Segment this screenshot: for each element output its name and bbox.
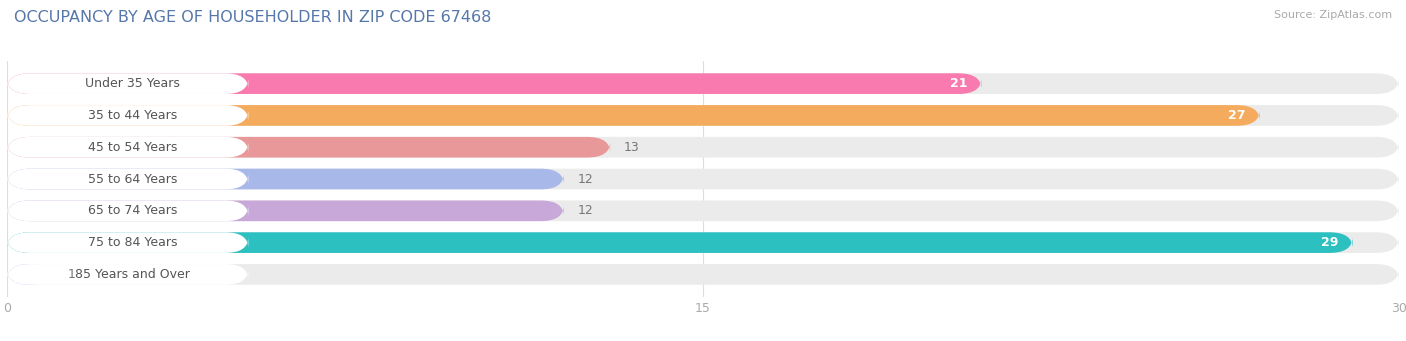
Text: 27: 27 bbox=[1229, 109, 1246, 122]
Text: 21: 21 bbox=[950, 77, 967, 90]
FancyBboxPatch shape bbox=[7, 201, 564, 221]
Text: 85 Years and Over: 85 Years and Over bbox=[75, 268, 190, 281]
FancyBboxPatch shape bbox=[7, 137, 610, 158]
FancyBboxPatch shape bbox=[7, 169, 249, 189]
FancyBboxPatch shape bbox=[7, 232, 249, 253]
Text: 65 to 74 Years: 65 to 74 Years bbox=[87, 204, 177, 217]
FancyBboxPatch shape bbox=[7, 264, 1399, 285]
FancyBboxPatch shape bbox=[7, 137, 249, 158]
FancyBboxPatch shape bbox=[7, 232, 1353, 253]
FancyBboxPatch shape bbox=[7, 201, 1399, 221]
Text: 29: 29 bbox=[1322, 236, 1339, 249]
FancyBboxPatch shape bbox=[7, 169, 1399, 189]
Text: 12: 12 bbox=[578, 204, 593, 217]
Text: 75 to 84 Years: 75 to 84 Years bbox=[87, 236, 177, 249]
FancyBboxPatch shape bbox=[7, 105, 249, 126]
FancyBboxPatch shape bbox=[7, 105, 1399, 126]
FancyBboxPatch shape bbox=[7, 169, 564, 189]
Text: Source: ZipAtlas.com: Source: ZipAtlas.com bbox=[1274, 10, 1392, 20]
Text: 55 to 64 Years: 55 to 64 Years bbox=[87, 173, 177, 186]
Text: 12: 12 bbox=[578, 173, 593, 186]
Text: Under 35 Years: Under 35 Years bbox=[84, 77, 180, 90]
FancyBboxPatch shape bbox=[7, 232, 1399, 253]
FancyBboxPatch shape bbox=[7, 73, 249, 94]
Text: 1: 1 bbox=[67, 268, 76, 281]
FancyBboxPatch shape bbox=[7, 105, 1260, 126]
Text: 13: 13 bbox=[624, 141, 640, 154]
Text: OCCUPANCY BY AGE OF HOUSEHOLDER IN ZIP CODE 67468: OCCUPANCY BY AGE OF HOUSEHOLDER IN ZIP C… bbox=[14, 10, 492, 25]
FancyBboxPatch shape bbox=[7, 137, 1399, 158]
FancyBboxPatch shape bbox=[7, 264, 249, 285]
FancyBboxPatch shape bbox=[7, 73, 1399, 94]
FancyBboxPatch shape bbox=[7, 264, 53, 285]
FancyBboxPatch shape bbox=[7, 73, 981, 94]
Text: 35 to 44 Years: 35 to 44 Years bbox=[87, 109, 177, 122]
FancyBboxPatch shape bbox=[7, 201, 249, 221]
Text: 45 to 54 Years: 45 to 54 Years bbox=[87, 141, 177, 154]
